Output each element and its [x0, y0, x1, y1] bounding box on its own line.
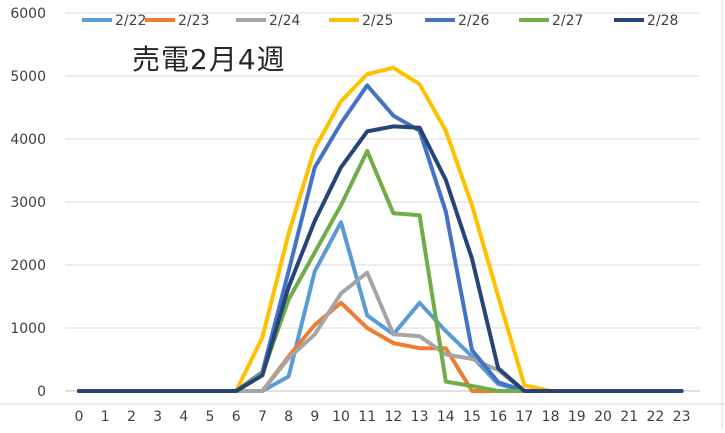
x-tick-label: 12 [384, 409, 402, 425]
legend-label: 2/23 [178, 13, 209, 29]
series-line [77, 149, 684, 393]
y-tick-label: 2000 [10, 258, 46, 274]
x-tick-label: 3 [153, 409, 162, 425]
legend-label: 2/26 [458, 13, 490, 29]
x-tick-label: 15 [463, 409, 481, 425]
legend-item: 2/26 [425, 13, 490, 29]
x-tick-label: 10 [332, 409, 350, 425]
x-tick-label: 6 [232, 409, 241, 425]
legend-item: 2/25 [329, 13, 393, 29]
x-tick-label: 23 [673, 409, 691, 425]
x-tick-label: 14 [437, 409, 455, 425]
legend-label: 2/24 [269, 13, 301, 29]
x-tick-label: 21 [620, 409, 638, 425]
y-tick-label: 5000 [10, 69, 46, 85]
x-tick-label: 13 [411, 409, 429, 425]
y-tick-label: 1000 [10, 321, 46, 337]
y-tick-label: 3000 [10, 195, 46, 211]
x-tick-label: 2 [127, 409, 136, 425]
x-tick-label: 19 [568, 409, 586, 425]
legend-label: 2/27 [552, 13, 583, 29]
series-line [77, 300, 684, 393]
x-tick-label: 20 [594, 409, 612, 425]
legend-item: 2/22 [82, 13, 146, 29]
series-line [77, 124, 684, 393]
x-tick-label: 16 [489, 409, 507, 425]
y-tick-label: 4000 [10, 132, 46, 148]
x-tick-label: 5 [206, 409, 215, 425]
x-tick-label: 4 [179, 409, 188, 425]
x-tick-label: 22 [646, 409, 664, 425]
x-tick-label: 7 [258, 409, 267, 425]
x-tick-label: 17 [515, 409, 533, 425]
x-tick-label: 1 [101, 409, 110, 425]
x-tick-label: 0 [75, 409, 84, 425]
legend-item: 2/27 [519, 13, 583, 29]
legend-label: 2/25 [362, 13, 393, 29]
chart-title: 売電2月4週 [132, 43, 286, 76]
series-line [77, 83, 684, 393]
x-tick-label: 8 [284, 409, 293, 425]
x-tick-label: 11 [358, 409, 376, 425]
legend-item: 2/28 [614, 13, 678, 29]
series-line [77, 270, 684, 393]
legend-item: 2/24 [236, 13, 301, 29]
series-line [77, 65, 684, 393]
legend-label: 2/28 [647, 13, 678, 29]
legend-item: 2/23 [145, 13, 209, 29]
x-tick-label: 9 [310, 409, 319, 425]
y-tick-label: 0 [37, 384, 46, 400]
y-tick-label: 6000 [10, 6, 46, 22]
x-tick-label: 18 [542, 409, 560, 425]
legend-label: 2/22 [115, 13, 146, 29]
